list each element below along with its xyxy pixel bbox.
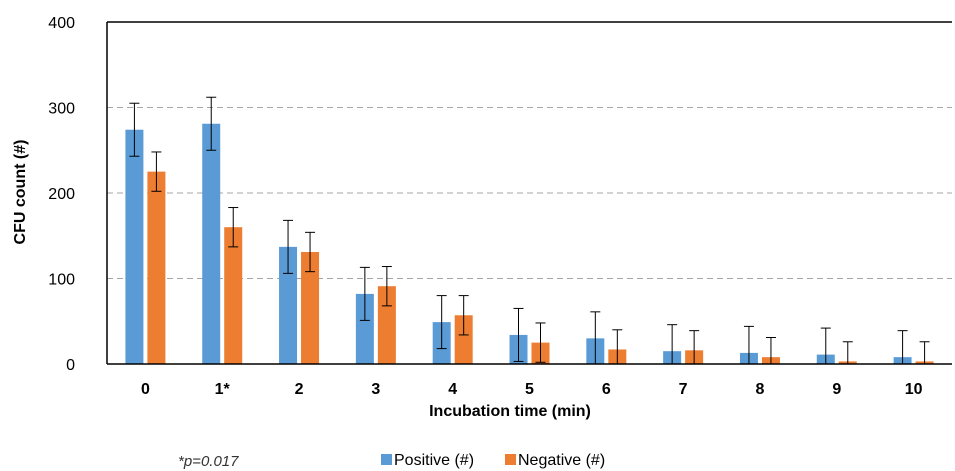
bar-negative-0 [147,171,166,364]
error-bar-negative-5 [535,322,546,363]
x-tick-label: 9 [832,381,841,398]
error-bar-negative-0 [151,151,162,192]
error-bar-positive-4 [436,295,447,350]
error-bar-positive-1 [206,96,217,151]
x-tick-label: 3 [371,381,380,398]
error-bar-positive-3 [359,266,370,321]
x-tick-label: 8 [756,381,765,398]
bar-positive-0 [125,129,144,364]
y-axis-title: CFU count (#) [12,140,29,245]
error-bar-positive-2 [283,219,294,274]
x-tick-label: 4 [448,381,457,398]
bar-positive-2 [279,246,298,364]
legend-swatch [505,454,516,465]
y-tick-label: 100 [48,272,75,289]
grid-lines [107,107,952,279]
legend-item-positive: Positive (#) [381,452,474,469]
error-bar-negative-10 [919,341,930,365]
bars [125,123,934,365]
legend-label: Positive (#) [394,452,474,469]
legend-swatch [381,454,392,465]
error-bar-negative-3 [381,266,392,307]
legend-label: Negative (#) [518,452,605,469]
bar-negative-1 [224,227,243,364]
x-tick-label: 1* [215,381,231,398]
error-bar-negative-9 [842,341,853,365]
x-tick-label: 5 [525,381,534,398]
bar-negative-4 [454,315,473,364]
axes [106,21,952,365]
significance-note: *p=0.017 [178,453,239,470]
x-tick-label: 2 [295,381,304,398]
error-bar-negative-2 [305,231,316,273]
x-tick-label: 0 [141,381,150,398]
legend: Positive (#) Negative (#) [381,452,605,469]
x-tick-label: 10 [905,381,923,398]
legend-item-negative: Negative (#) [505,452,605,469]
x-tick-labels: 0 1* 2 3 4 5 6 7 8 9 10 [141,381,923,398]
bar-positive-1 [202,123,221,365]
x-tick-label: 7 [679,381,688,398]
error-bar-negative-1 [228,207,239,248]
error-bar-negative-4 [458,295,469,336]
error-bar-positive-0 [129,102,140,157]
x-tick-label: 6 [602,381,611,398]
y-tick-label: 0 [66,357,75,374]
y-tick-label: 400 [48,15,75,32]
error-bar-positive-5 [513,307,524,362]
bar-negative-2 [301,251,320,364]
y-tick-label: 200 [48,186,75,203]
x-axis-title: Incubation time (min) [429,403,591,420]
y-tick-labels: 0 100 200 300 400 [48,15,75,374]
bar-positive-3 [355,293,374,364]
y-tick-label: 300 [48,101,75,118]
error-bars [129,96,930,365]
